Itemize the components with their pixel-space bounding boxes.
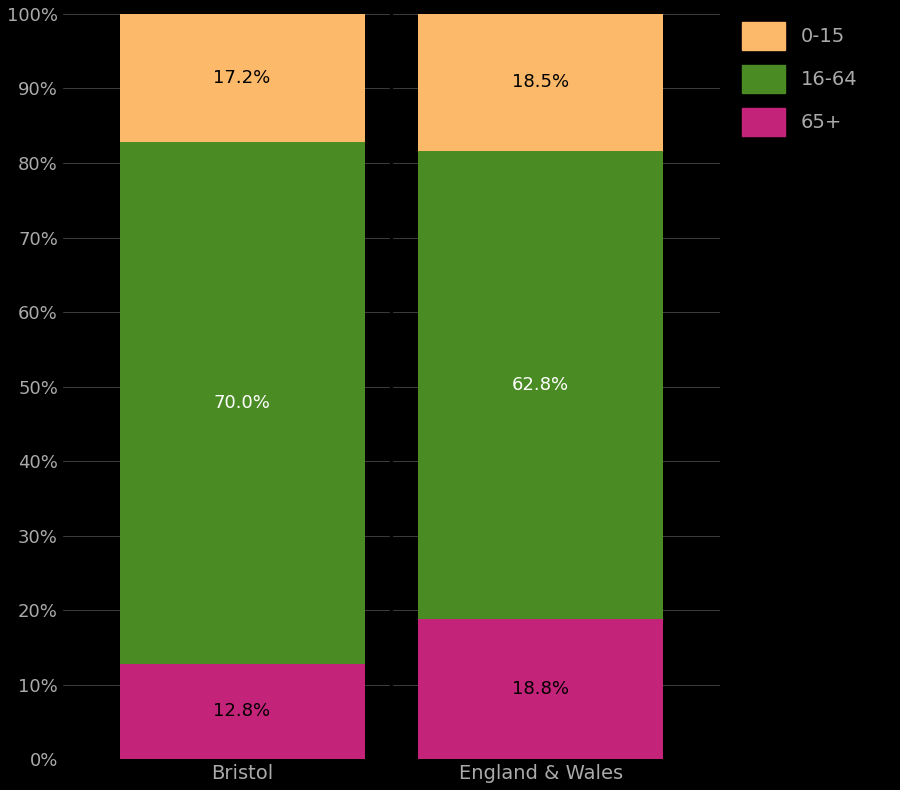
- Text: 70.0%: 70.0%: [213, 394, 271, 412]
- Bar: [418, 151, 663, 619]
- Bar: [418, 619, 663, 759]
- Text: 17.2%: 17.2%: [213, 69, 271, 87]
- Bar: [120, 664, 364, 759]
- Legend: 0-15, 16-64, 65+: 0-15, 16-64, 65+: [736, 17, 863, 141]
- Text: 12.8%: 12.8%: [213, 702, 271, 720]
- Bar: [418, 13, 663, 151]
- Text: 18.8%: 18.8%: [512, 680, 570, 698]
- Text: 62.8%: 62.8%: [512, 376, 570, 394]
- Bar: [120, 14, 364, 142]
- Text: 18.5%: 18.5%: [512, 73, 570, 91]
- Bar: [120, 142, 364, 664]
